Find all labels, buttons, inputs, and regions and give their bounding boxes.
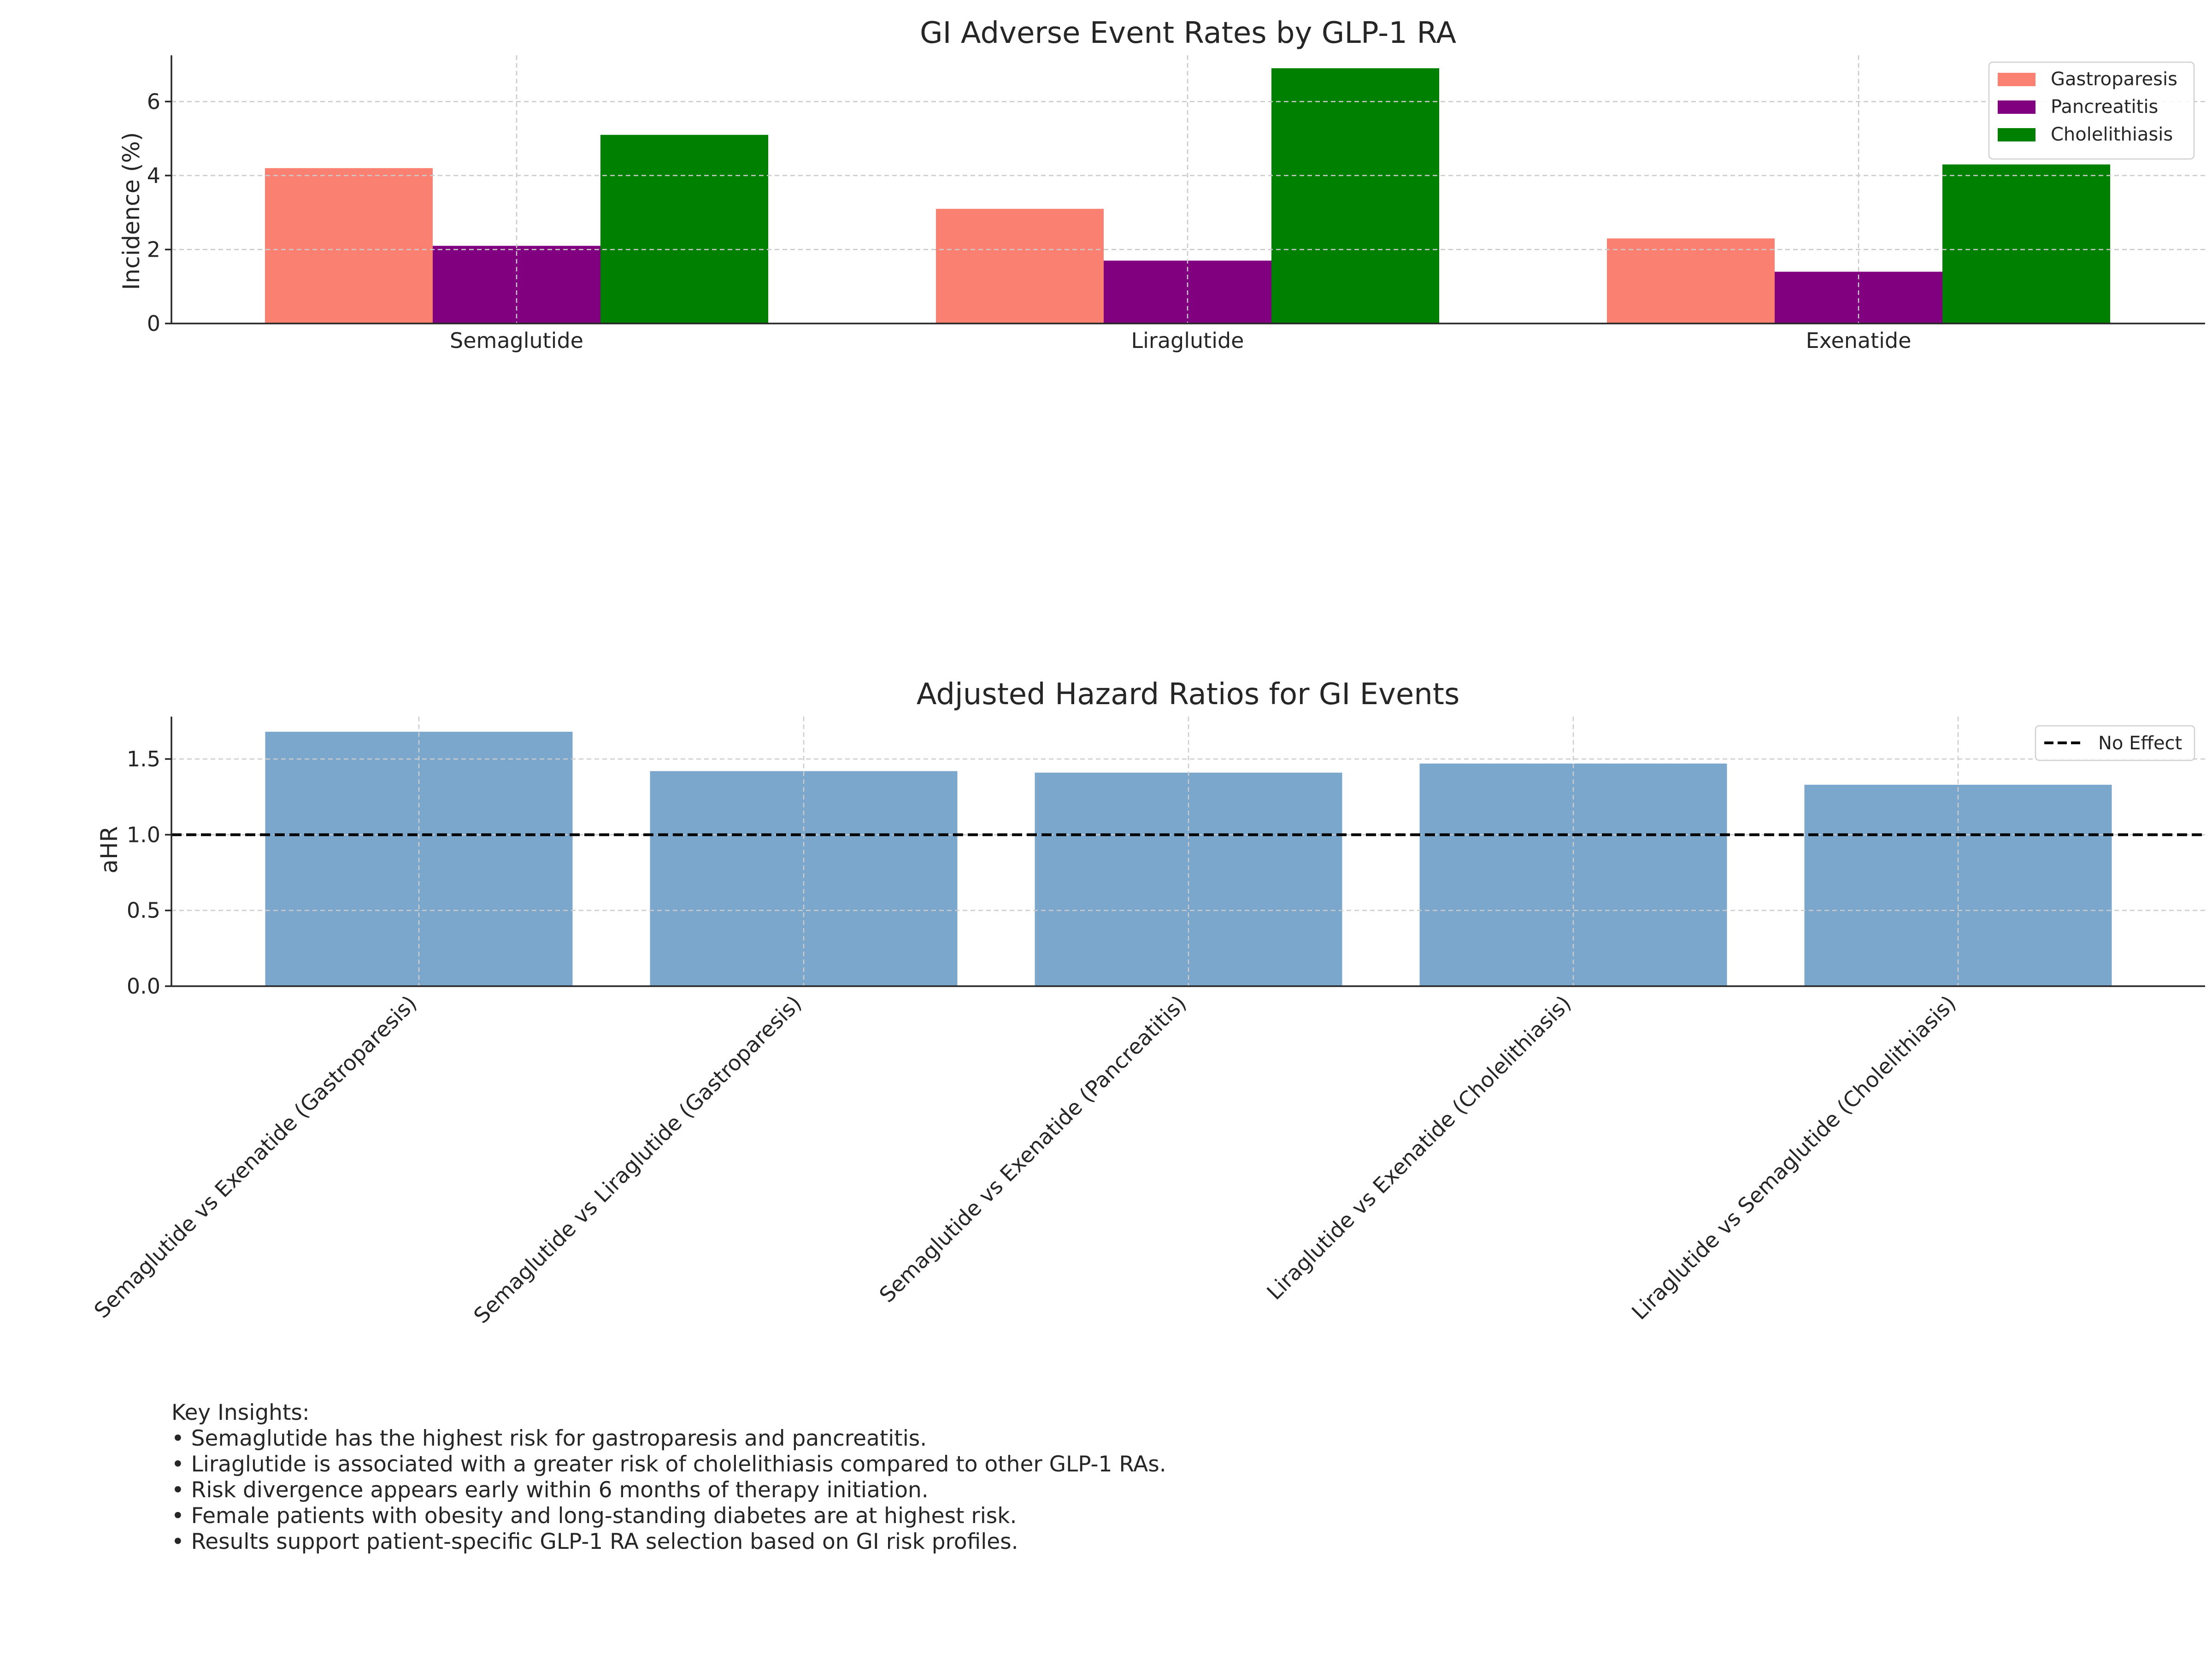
- chart2-title: Adjusted Hazard Ratios for GI Events: [917, 677, 1460, 712]
- chart2-ytick-label: 1.0: [127, 822, 160, 847]
- insight-item: • Semaglutide has the highest risk for g…: [171, 1426, 927, 1451]
- chart2-bar: [1035, 772, 1342, 986]
- chart2-xtick-label: Semaglutide vs Exenatide (Gastroparesis): [89, 991, 422, 1323]
- chart2-ytick-label: 0.5: [127, 898, 160, 923]
- insights-heading: Key Insights:: [171, 1400, 310, 1425]
- insight-item: • Liraglutide is associated with a great…: [171, 1452, 1166, 1477]
- chart1-bar-cholelithiasis: [1942, 164, 2110, 324]
- chart1-bar-cholelithiasis: [600, 135, 768, 324]
- chart1-bar-cholelithiasis: [1271, 68, 1439, 324]
- chart1-bar-gastroparesis: [936, 209, 1104, 324]
- chart2-xtick-label: Liraglutide vs Semaglutide (Cholelithias…: [1627, 991, 1961, 1325]
- chart1-xtick-label: Semaglutide: [450, 328, 583, 353]
- chart1-legend-swatch: [1998, 128, 2036, 141]
- chart1-legend-label: Cholelithiasis: [2051, 124, 2173, 145]
- chart1-bar-gastroparesis: [265, 168, 433, 324]
- chart2-ytick-label: 1.5: [127, 747, 160, 771]
- insight-item: • Results support patient-specific GLP-1…: [171, 1529, 1018, 1554]
- chart1-title: GI Adverse Event Rates by GLP-1 RA: [920, 16, 1456, 50]
- chart1-ylabel: Incidence (%): [118, 132, 145, 290]
- chart1-legend-swatch: [1998, 100, 2036, 114]
- chart2-ytick-label: 0.0: [127, 974, 160, 999]
- chart1-xtick-label: Exenatide: [1806, 328, 1912, 353]
- chart2-xtick-label: Liraglutide vs Exenatide (Cholelithiasis…: [1262, 991, 1576, 1305]
- insight-item: • Risk divergence appears early within 6…: [171, 1477, 929, 1503]
- chart1-legend-swatch: [1998, 73, 2036, 86]
- chart1-legend: Gastroparesis Pancreatitis Cholelithiasis: [1988, 61, 2195, 160]
- incidence-chart: GI Adverse Event Rates by GLP-1 RA Incid…: [118, 16, 2205, 353]
- chart1-bar-gastroparesis: [1607, 238, 1775, 324]
- chart2-xtick-label: Semaglutide vs Liraglutide (Gastroparesi…: [469, 991, 806, 1329]
- key-insights: Key Insights: • Semaglutide has the high…: [171, 1400, 1554, 1555]
- insight-item: • Female patients with obesity and long-…: [171, 1503, 1017, 1529]
- chart1-ytick-label: 2: [147, 237, 160, 262]
- chart1-legend-label: Pancreatitis: [2051, 96, 2158, 118]
- chart1-xtick-label: Liraglutide: [1131, 328, 1244, 353]
- hazard-ratio-chart: Adjusted Hazard Ratios for GI Events aHR…: [89, 677, 2205, 1328]
- chart2-ylabel: aHR: [96, 826, 123, 874]
- chart1-legend-label: Gastroparesis: [2051, 69, 2177, 90]
- chart1-ytick-label: 4: [147, 163, 160, 188]
- chart2-xtick-label: Semaglutide vs Exenatide (Pancreatitis): [874, 991, 1191, 1307]
- chart1-ytick-label: 6: [147, 89, 160, 114]
- chart2-legend-label: No Effect: [2098, 733, 2182, 754]
- chart1-ytick-label: 0: [147, 311, 160, 336]
- chart2-legend: No Effect: [2035, 725, 2195, 761]
